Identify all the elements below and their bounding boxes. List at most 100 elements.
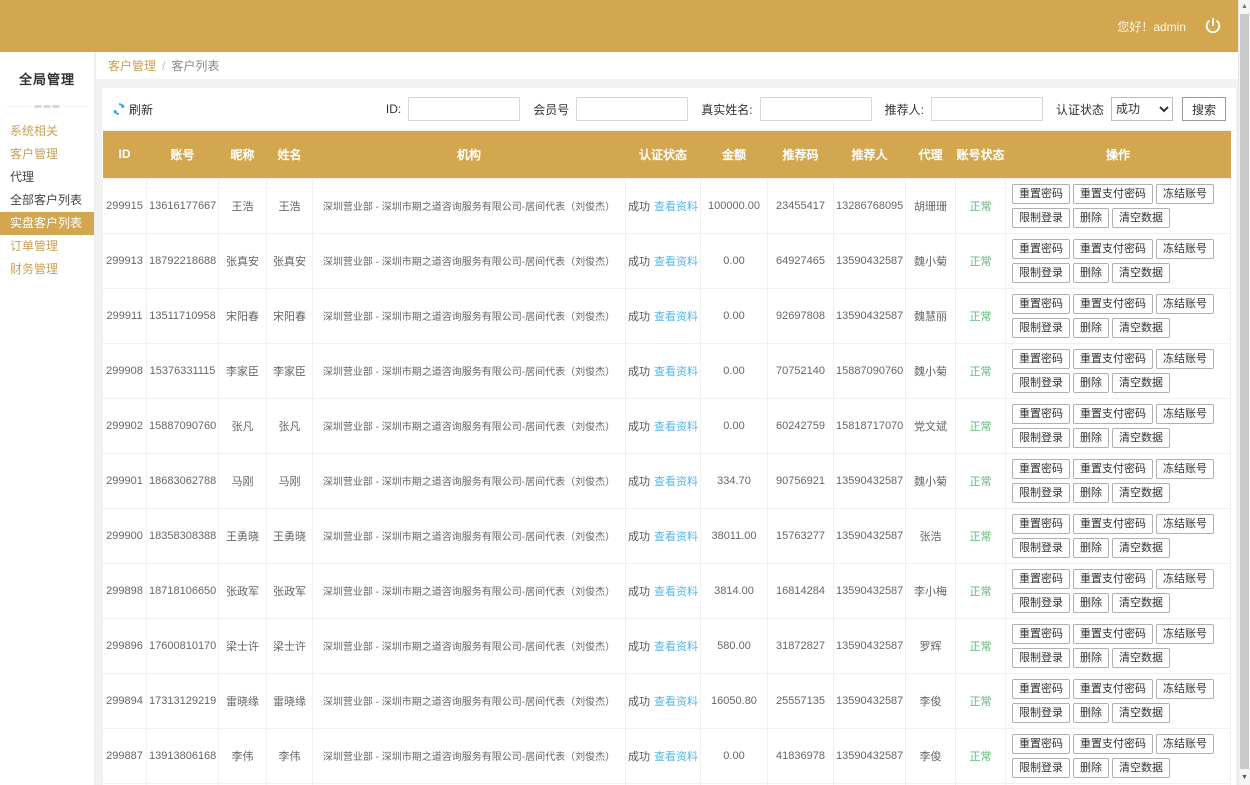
restrict-login-button[interactable]: 限制登录: [1012, 482, 1070, 503]
view-profile-link[interactable]: 查看资料: [654, 695, 698, 708]
reset-pay-password-button[interactable]: 重置支付密码: [1073, 733, 1153, 754]
freeze-account-button[interactable]: 冻结账号: [1156, 623, 1214, 644]
sidebar-item-agents[interactable]: 代理: [10, 170, 35, 184]
filter-input-referrer[interactable]: [930, 97, 1043, 121]
clear-data-button[interactable]: 清空数据: [1112, 537, 1170, 558]
reset-password-button[interactable]: 重置密码: [1012, 293, 1070, 314]
reset-pay-password-button[interactable]: 重置支付密码: [1073, 678, 1153, 699]
reset-pay-password-button[interactable]: 重置支付密码: [1073, 183, 1153, 204]
search-button[interactable]: 搜索: [1181, 97, 1226, 121]
clear-data-button[interactable]: 清空数据: [1112, 592, 1170, 613]
clear-data-button[interactable]: 清空数据: [1112, 372, 1170, 393]
clear-data-button[interactable]: 清空数据: [1112, 262, 1170, 283]
restrict-login-button[interactable]: 限制登录: [1012, 537, 1070, 558]
freeze-account-button[interactable]: 冻结账号: [1156, 403, 1214, 424]
toolbar-row: 刷新 ID: 会员号 真实姓名: 推荐人: 认证状态 成功 搜索: [102, 88, 1236, 131]
view-profile-link[interactable]: 查看资料: [654, 475, 698, 488]
filter-input-realname[interactable]: [759, 97, 872, 121]
restrict-login-button[interactable]: 限制登录: [1012, 372, 1070, 393]
clear-data-button[interactable]: 清空数据: [1112, 482, 1170, 503]
greeting-text: 您好！admin: [1117, 19, 1186, 34]
vertical-scrollbar[interactable]: ▲ ▼: [1238, 0, 1250, 785]
reset-password-button[interactable]: 重置密码: [1012, 568, 1070, 589]
restrict-login-button[interactable]: 限制登录: [1012, 647, 1070, 668]
view-profile-link[interactable]: 查看资料: [654, 585, 698, 598]
sidebar-item-system[interactable]: 系统相关: [10, 124, 59, 138]
reset-pay-password-button[interactable]: 重置支付密码: [1073, 293, 1153, 314]
delete-button[interactable]: 删除: [1073, 317, 1109, 338]
logout-button[interactable]: [1204, 17, 1222, 35]
reset-password-button[interactable]: 重置密码: [1012, 183, 1070, 204]
view-profile-link[interactable]: 查看资料: [654, 750, 698, 763]
delete-button[interactable]: 删除: [1073, 592, 1109, 613]
reset-pay-password-button[interactable]: 重置支付密码: [1073, 403, 1153, 424]
sidebar-item-customers[interactable]: 客户管理: [10, 147, 59, 161]
sidebar-item-finance[interactable]: 财务管理: [10, 262, 59, 276]
freeze-account-button[interactable]: 冻结账号: [1156, 348, 1214, 369]
reset-pay-password-button[interactable]: 重置支付密码: [1073, 348, 1153, 369]
clear-data-button[interactable]: 清空数据: [1112, 757, 1170, 778]
filter-input-member[interactable]: [576, 97, 689, 121]
clear-data-button[interactable]: 清空数据: [1112, 647, 1170, 668]
restrict-login-button[interactable]: 限制登录: [1012, 207, 1070, 228]
reset-pay-password-button[interactable]: 重置支付密码: [1073, 623, 1153, 644]
reset-password-button[interactable]: 重置密码: [1012, 403, 1070, 424]
restrict-login-button[interactable]: 限制登录: [1012, 262, 1070, 283]
delete-button[interactable]: 删除: [1073, 262, 1109, 283]
clear-data-button[interactable]: 清空数据: [1112, 702, 1170, 723]
sidebar-item-all-customers[interactable]: 全部客户列表: [10, 193, 83, 207]
sidebar-item-live-customers[interactable]: 实盘客户列表: [0, 212, 94, 235]
freeze-account-button[interactable]: 冻结账号: [1156, 458, 1214, 479]
breadcrumb-parent-link[interactable]: 客户管理: [108, 59, 157, 73]
freeze-account-button[interactable]: 冻结账号: [1156, 678, 1214, 699]
filter-input-id[interactable]: [408, 97, 521, 121]
view-profile-link[interactable]: 查看资料: [654, 310, 698, 323]
sidebar-item-orders[interactable]: 订单管理: [10, 239, 59, 253]
delete-button[interactable]: 删除: [1073, 482, 1109, 503]
clear-data-button[interactable]: 清空数据: [1112, 427, 1170, 448]
reset-password-button[interactable]: 重置密码: [1012, 733, 1070, 754]
reset-password-button[interactable]: 重置密码: [1012, 513, 1070, 534]
delete-button[interactable]: 删除: [1073, 537, 1109, 558]
delete-button[interactable]: 删除: [1073, 427, 1109, 448]
clear-data-button[interactable]: 清空数据: [1112, 207, 1170, 228]
view-profile-link[interactable]: 查看资料: [654, 530, 698, 543]
restrict-login-button[interactable]: 限制登录: [1012, 702, 1070, 723]
delete-button[interactable]: 删除: [1073, 207, 1109, 228]
freeze-account-button[interactable]: 冻结账号: [1156, 293, 1214, 314]
view-profile-link[interactable]: 查看资料: [654, 420, 698, 433]
clear-data-button[interactable]: 清空数据: [1112, 317, 1170, 338]
restrict-login-button[interactable]: 限制登录: [1012, 317, 1070, 338]
auth-status-text: 成功: [628, 695, 650, 708]
auth-status-select[interactable]: 成功: [1110, 97, 1173, 121]
restrict-login-button[interactable]: 限制登录: [1012, 757, 1070, 778]
restrict-login-button[interactable]: 限制登录: [1012, 427, 1070, 448]
scroll-down-arrow-icon[interactable]: ▼: [1241, 774, 1248, 781]
freeze-account-button[interactable]: 冻结账号: [1156, 568, 1214, 589]
freeze-account-button[interactable]: 冻结账号: [1156, 733, 1214, 754]
view-profile-link[interactable]: 查看资料: [654, 255, 698, 268]
delete-button[interactable]: 删除: [1073, 757, 1109, 778]
freeze-account-button[interactable]: 冻结账号: [1156, 238, 1214, 259]
reset-pay-password-button[interactable]: 重置支付密码: [1073, 458, 1153, 479]
view-profile-link[interactable]: 查看资料: [654, 365, 698, 378]
reset-password-button[interactable]: 重置密码: [1012, 238, 1070, 259]
freeze-account-button[interactable]: 冻结账号: [1156, 183, 1214, 204]
reset-password-button[interactable]: 重置密码: [1012, 458, 1070, 479]
reset-password-button[interactable]: 重置密码: [1012, 678, 1070, 699]
delete-button[interactable]: 删除: [1073, 372, 1109, 393]
reset-pay-password-button[interactable]: 重置支付密码: [1073, 238, 1153, 259]
reset-pay-password-button[interactable]: 重置支付密码: [1073, 513, 1153, 534]
reset-password-button[interactable]: 重置密码: [1012, 348, 1070, 369]
delete-button[interactable]: 删除: [1073, 647, 1109, 668]
delete-button[interactable]: 删除: [1073, 702, 1109, 723]
refresh-button[interactable]: 刷新: [112, 101, 153, 118]
scrollbar-thumb[interactable]: [1240, 14, 1249, 769]
view-profile-link[interactable]: 查看资料: [654, 640, 698, 653]
reset-password-button[interactable]: 重置密码: [1012, 623, 1070, 644]
scroll-up-arrow-icon[interactable]: ▲: [1241, 3, 1248, 10]
reset-pay-password-button[interactable]: 重置支付密码: [1073, 568, 1153, 589]
restrict-login-button[interactable]: 限制登录: [1012, 592, 1070, 613]
view-profile-link[interactable]: 查看资料: [654, 200, 698, 213]
freeze-account-button[interactable]: 冻结账号: [1156, 513, 1214, 534]
